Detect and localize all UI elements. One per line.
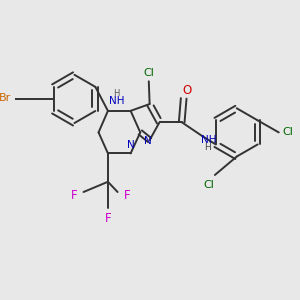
Text: Cl: Cl	[204, 180, 215, 190]
Text: H: H	[204, 143, 211, 152]
Text: O: O	[182, 84, 191, 97]
Text: F: F	[105, 212, 111, 225]
Text: NH: NH	[109, 96, 124, 106]
Text: F: F	[70, 190, 77, 202]
Text: N: N	[144, 136, 152, 146]
Text: Cl: Cl	[143, 68, 154, 78]
Text: H: H	[113, 89, 120, 98]
Text: N: N	[127, 140, 134, 150]
Text: Cl: Cl	[282, 128, 293, 137]
Text: F: F	[124, 190, 130, 202]
Text: Br: Br	[0, 93, 11, 103]
Text: NH: NH	[202, 135, 217, 145]
